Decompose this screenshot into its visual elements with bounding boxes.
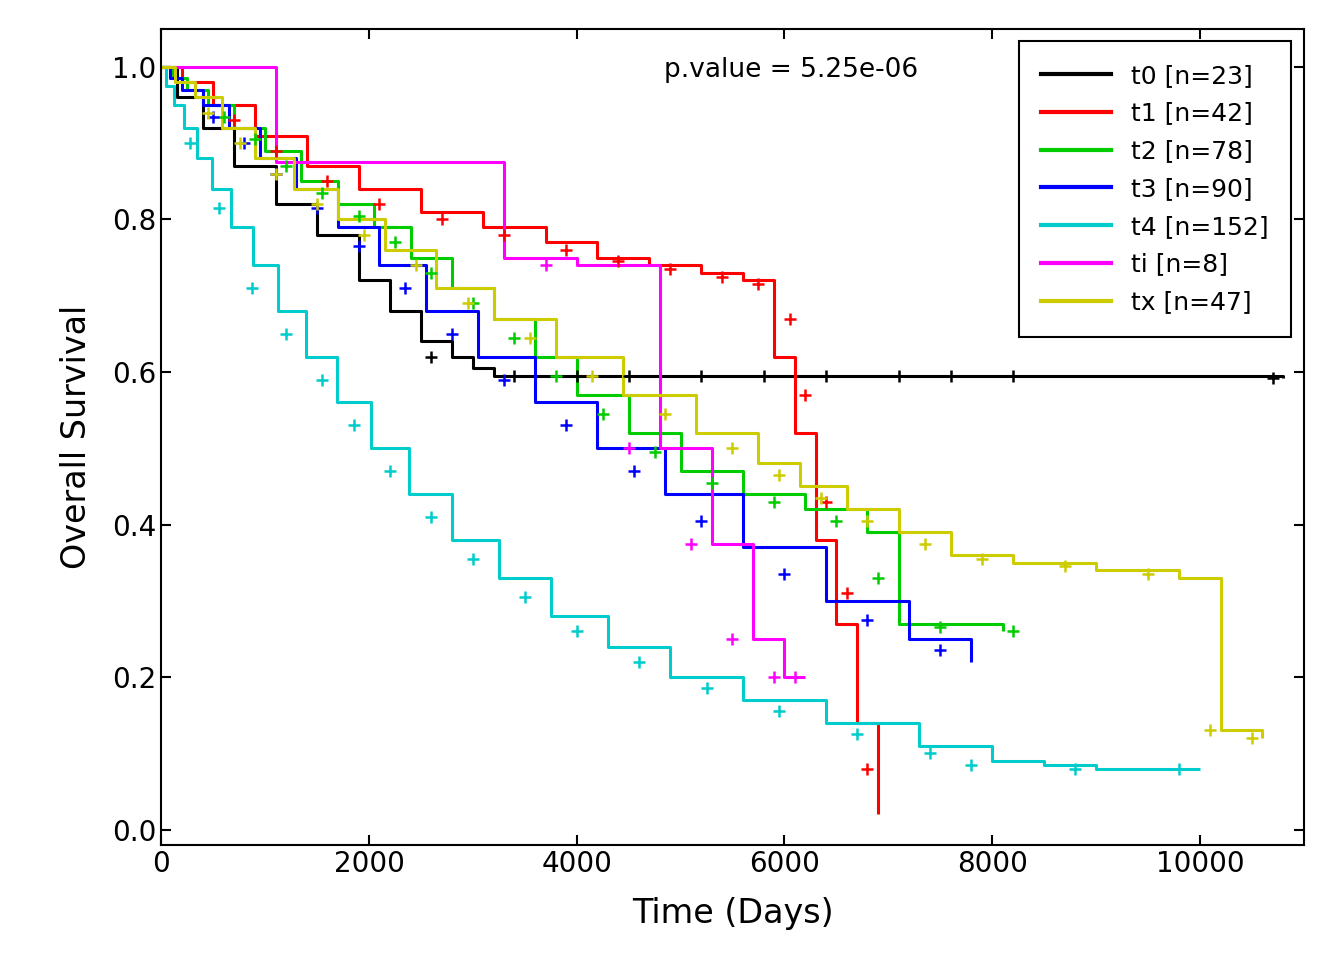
Y-axis label: Overall Survival: Overall Survival (59, 304, 93, 569)
X-axis label: Time (Days): Time (Days) (632, 897, 833, 930)
Text: p.value = 5.25e-06: p.value = 5.25e-06 (664, 58, 918, 84)
Legend: t0 [n=23], t1 [n=42], t2 [n=78], t3 [n=90], t4 [n=152], ti [n=8], tx [n=47]: t0 [n=23], t1 [n=42], t2 [n=78], t3 [n=9… (1019, 41, 1292, 337)
